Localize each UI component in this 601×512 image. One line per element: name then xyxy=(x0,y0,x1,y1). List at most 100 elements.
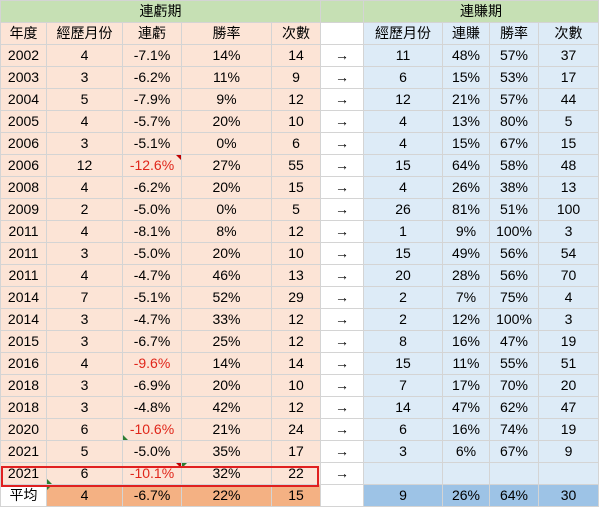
cell-loss-count[interactable]: 5 xyxy=(271,198,321,221)
col-header-win-count[interactable]: 次數 xyxy=(538,22,599,45)
cell-loss[interactable]: -5.1% xyxy=(122,132,182,155)
cell-loss-months[interactable]: 3 xyxy=(46,132,123,155)
cell-win-months[interactable]: 15 xyxy=(363,154,443,177)
cell-win-winrate[interactable]: 74% xyxy=(489,418,539,441)
cell-win-count[interactable]: 100 xyxy=(538,198,599,221)
cell-arrow[interactable]: → xyxy=(320,66,364,89)
cell-loss-months[interactable]: 3 xyxy=(46,308,123,331)
cell-gain[interactable]: 15% xyxy=(442,66,490,89)
cell-win-winrate[interactable]: 75% xyxy=(489,286,539,309)
cell-gain[interactable]: 49% xyxy=(442,242,490,265)
cell-average-label[interactable]: 平均 xyxy=(0,484,47,507)
cell-win-winrate[interactable]: 67% xyxy=(489,132,539,155)
cell-avg-win-count[interactable]: 30 xyxy=(538,484,599,507)
cell-arrow[interactable]: → xyxy=(320,132,364,155)
cell-win-count[interactable]: 48 xyxy=(538,154,599,177)
cell-avg-loss-winrate[interactable]: 22% xyxy=(181,484,272,507)
cell-year[interactable]: 2020 xyxy=(0,418,47,441)
cell-win-count[interactable]: 17 xyxy=(538,66,599,89)
cell-loss-months[interactable]: 3 xyxy=(46,66,123,89)
cell-arrow[interactable]: → xyxy=(320,264,364,287)
cell-win-count[interactable]: 9 xyxy=(538,440,599,463)
cell-win-months[interactable]: 6 xyxy=(363,66,443,89)
cell-win-count[interactable]: 3 xyxy=(538,308,599,331)
cell-loss-winrate[interactable]: 9% xyxy=(181,88,272,111)
cell-avg-loss[interactable]: -6.7% xyxy=(122,484,182,507)
cell-win-count[interactable]: 4 xyxy=(538,286,599,309)
cell-year[interactable]: 2016 xyxy=(0,352,47,375)
cell-loss-count[interactable]: 12 xyxy=(271,396,321,419)
cell-loss[interactable]: -5.7% xyxy=(122,110,182,133)
cell-win-months[interactable]: 4 xyxy=(363,176,443,199)
cell-loss-months[interactable]: 4 xyxy=(46,264,123,287)
cell-loss-months[interactable]: 5 xyxy=(46,440,123,463)
cell-avg-gain[interactable]: 26% xyxy=(442,484,490,507)
cell-win-winrate[interactable]: 51% xyxy=(489,198,539,221)
cell-win-count[interactable]: 5 xyxy=(538,110,599,133)
cell-win-winrate[interactable]: 80% xyxy=(489,110,539,133)
cell-loss-count[interactable]: 14 xyxy=(271,44,321,67)
cell-win-months[interactable]: 15 xyxy=(363,352,443,375)
win-group-header[interactable]: 連賺期 xyxy=(363,0,599,23)
cell-win-months[interactable]: 20 xyxy=(363,264,443,287)
cell-win-count[interactable] xyxy=(538,462,599,485)
cell-loss-months[interactable]: 4 xyxy=(46,44,123,67)
cell-arrow[interactable]: → xyxy=(320,220,364,243)
cell-arrow[interactable]: → xyxy=(320,88,364,111)
cell-avg-win-winrate[interactable]: 64% xyxy=(489,484,539,507)
cell-year[interactable]: 2008 xyxy=(0,176,47,199)
cell-loss-count[interactable]: 14 xyxy=(271,352,321,375)
cell-win-count[interactable]: 70 xyxy=(538,264,599,287)
cell-loss[interactable]: -6.7% xyxy=(122,330,182,353)
cell-gain[interactable]: 13% xyxy=(442,110,490,133)
cell-win-winrate[interactable]: 62% xyxy=(489,396,539,419)
cell-win-months[interactable]: 4 xyxy=(363,132,443,155)
loss-group-header[interactable]: 連虧期 xyxy=(0,0,321,23)
col-header-loss-months[interactable]: 經歷月份 xyxy=(46,22,123,45)
cell-win-months[interactable]: 15 xyxy=(363,242,443,265)
cell-win-months[interactable]: 3 xyxy=(363,440,443,463)
cell-win-winrate[interactable]: 100% xyxy=(489,308,539,331)
cell-loss[interactable]: -6.2% xyxy=(122,176,182,199)
group-header-gap[interactable] xyxy=(320,0,364,23)
cell-arrow[interactable]: → xyxy=(320,418,364,441)
cell-win-months[interactable]: 1 xyxy=(363,220,443,243)
cell-loss-months[interactable]: 4 xyxy=(46,352,123,375)
cell-avg-gap[interactable] xyxy=(320,484,364,507)
cell-loss[interactable]: -10.6% xyxy=(122,418,182,441)
cell-loss[interactable]: -6.2% xyxy=(122,66,182,89)
cell-year[interactable]: 2002 xyxy=(0,44,47,67)
cell-win-count[interactable]: 20 xyxy=(538,374,599,397)
cell-loss-count[interactable]: 10 xyxy=(271,374,321,397)
col-header-win-winrate[interactable]: 勝率 xyxy=(489,22,539,45)
cell-arrow[interactable]: → xyxy=(320,440,364,463)
cell-win-winrate[interactable]: 53% xyxy=(489,66,539,89)
cell-gain[interactable]: 17% xyxy=(442,374,490,397)
cell-gain[interactable]: 64% xyxy=(442,154,490,177)
cell-year[interactable]: 2021 xyxy=(0,440,47,463)
cell-loss-winrate[interactable]: 25% xyxy=(181,330,272,353)
cell-win-months[interactable]: 11 xyxy=(363,44,443,67)
cell-loss-count[interactable]: 6 xyxy=(271,132,321,155)
cell-loss-count[interactable]: 55 xyxy=(271,154,321,177)
cell-loss-winrate[interactable]: 20% xyxy=(181,110,272,133)
cell-loss-count[interactable]: 9 xyxy=(271,66,321,89)
cell-win-winrate[interactable]: 56% xyxy=(489,264,539,287)
cell-win-months[interactable]: 4 xyxy=(363,110,443,133)
cell-loss-winrate[interactable]: 8% xyxy=(181,220,272,243)
cell-win-winrate[interactable]: 58% xyxy=(489,154,539,177)
cell-arrow[interactable]: → xyxy=(320,352,364,375)
cell-gain[interactable]: 47% xyxy=(442,396,490,419)
cell-year[interactable]: 2003 xyxy=(0,66,47,89)
col-header-loss[interactable]: 連虧 xyxy=(122,22,182,45)
cell-gain[interactable]: 16% xyxy=(442,330,490,353)
cell-win-months[interactable] xyxy=(363,462,443,485)
cell-loss-count[interactable]: 12 xyxy=(271,308,321,331)
col-header-loss-winrate[interactable]: 勝率 xyxy=(181,22,272,45)
cell-loss[interactable]: -7.1% xyxy=(122,44,182,67)
cell-loss-count[interactable]: 22 xyxy=(271,462,321,485)
cell-loss-count[interactable]: 10 xyxy=(271,242,321,265)
cell-gain[interactable]: 81% xyxy=(442,198,490,221)
cell-loss-count[interactable]: 24 xyxy=(271,418,321,441)
cell-year[interactable]: 2005 xyxy=(0,110,47,133)
